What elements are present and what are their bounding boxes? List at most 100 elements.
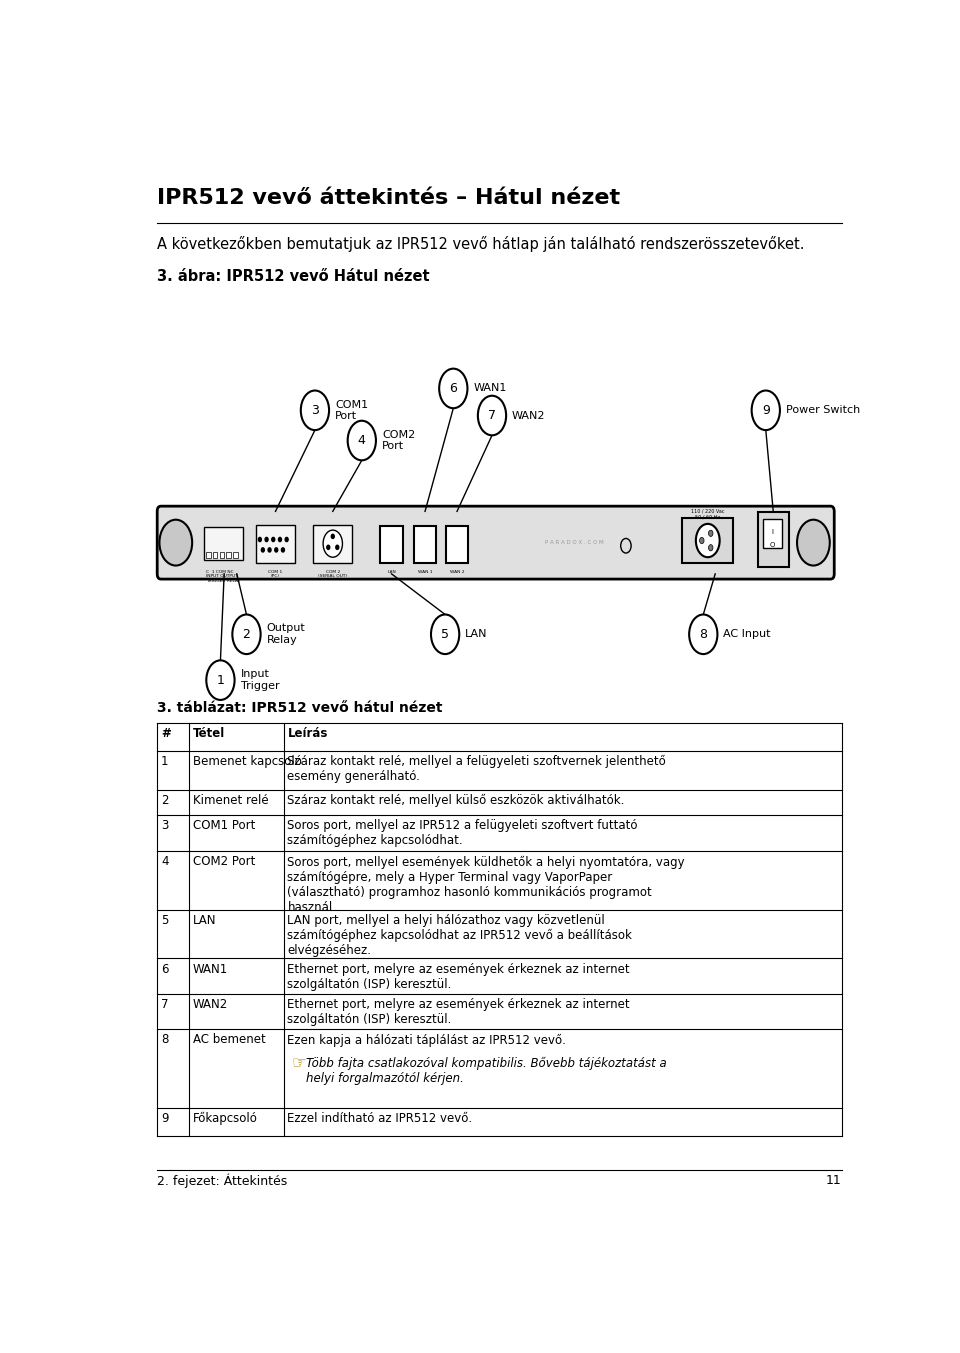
Circle shape: [278, 537, 281, 541]
Circle shape: [324, 530, 343, 557]
Text: COM 2
(SERIAL OUT): COM 2 (SERIAL OUT): [319, 570, 348, 578]
Text: Száraz kontakt relé, mellyel külső eszközök aktiválhatók.: Száraz kontakt relé, mellyel külső eszkö…: [287, 794, 625, 806]
Bar: [220, 552, 225, 559]
Text: LAN: LAN: [387, 570, 396, 574]
Circle shape: [696, 524, 720, 557]
Circle shape: [261, 548, 264, 552]
Text: Ezzel indítható az IPR512 vevő.: Ezzel indítható az IPR512 vevő.: [287, 1112, 472, 1126]
Circle shape: [285, 537, 288, 541]
Circle shape: [232, 614, 260, 653]
Circle shape: [478, 395, 506, 436]
Circle shape: [348, 421, 376, 460]
Text: 2. fejezet: Áttekintés: 2. fejezet: Áttekintés: [157, 1174, 287, 1188]
Text: #: #: [161, 727, 171, 740]
Circle shape: [700, 537, 704, 544]
Circle shape: [708, 545, 713, 551]
Text: 3: 3: [161, 819, 168, 832]
Circle shape: [300, 391, 329, 430]
Circle shape: [268, 548, 271, 552]
Bar: [256, 525, 295, 563]
Text: Output
Relay: Output Relay: [267, 624, 305, 645]
Bar: [213, 552, 218, 559]
Text: 6: 6: [161, 962, 168, 976]
Text: O: O: [770, 541, 775, 548]
Text: Ethernet port, melyre az események érkeznek az internet
szolgáltatón (ISP) keres: Ethernet port, melyre az események érkez…: [287, 962, 630, 990]
Text: 1: 1: [161, 755, 168, 769]
Text: Ezen kapja a hálózati táplálást az IPR512 vevő.: Ezen kapja a hálózati táplálást az IPR51…: [287, 1034, 566, 1047]
Text: I: I: [772, 529, 774, 536]
Text: Leírás: Leírás: [287, 727, 327, 740]
Text: Több fajta csatlakozóval kompatibilis. Bővebb tájékoztatást a
helyi forgalmazótó: Több fajta csatlakozóval kompatibilis. B…: [306, 1057, 667, 1085]
Text: 3: 3: [311, 403, 319, 417]
Text: Ethernet port, melyre az események érkeznek az internet
szolgáltatón (ISP) keres: Ethernet port, melyre az események érkez…: [287, 999, 630, 1026]
Text: WAN2: WAN2: [193, 999, 228, 1011]
Text: Tétel: Tétel: [193, 727, 226, 740]
Text: WAN 2: WAN 2: [450, 570, 465, 574]
Bar: [227, 552, 230, 559]
Bar: [763, 518, 782, 548]
Text: AC bemenet: AC bemenet: [193, 1034, 266, 1046]
Text: 8: 8: [699, 628, 708, 641]
Bar: [414, 526, 436, 563]
Bar: [445, 526, 468, 563]
Text: COM 1
(PC): COM 1 (PC): [269, 570, 282, 578]
Text: 2: 2: [243, 628, 251, 641]
Circle shape: [159, 520, 192, 566]
Text: 9: 9: [762, 403, 770, 417]
Bar: [757, 513, 789, 567]
Text: IPR512 vevő áttekintés – Hátul nézet: IPR512 vevő áttekintés – Hátul nézet: [157, 188, 620, 208]
Text: Száraz kontakt relé, mellyel a felügyeleti szoftvernek jelenthető
esemény generá: Száraz kontakt relé, mellyel a felügyele…: [287, 755, 666, 783]
Circle shape: [689, 614, 717, 653]
Text: 4: 4: [161, 855, 168, 869]
Circle shape: [431, 614, 459, 653]
Circle shape: [708, 530, 713, 536]
FancyBboxPatch shape: [157, 506, 834, 579]
Text: 110 / 220 Vac
50 / 60 Hz: 110 / 220 Vac 50 / 60 Hz: [691, 509, 725, 520]
Text: 7: 7: [488, 409, 496, 422]
Text: Soros port, mellyel események küldhetők a helyi nyomtatóra, vagy
számítógépre, m: Soros port, mellyel események küldhetők …: [287, 855, 685, 913]
Circle shape: [272, 537, 275, 541]
Text: WAN 1: WAN 1: [418, 570, 432, 574]
Circle shape: [275, 548, 277, 552]
Text: Bemenet kapcsoló: Bemenet kapcsoló: [193, 755, 301, 769]
Text: P A R A D O X . C O M: P A R A D O X . C O M: [544, 540, 603, 545]
Text: 2: 2: [161, 794, 168, 806]
Circle shape: [265, 537, 268, 541]
Text: 5: 5: [442, 628, 449, 641]
Text: AC Input: AC Input: [724, 629, 771, 640]
Text: COM1 Port: COM1 Port: [193, 819, 255, 832]
Circle shape: [281, 548, 284, 552]
Text: 7: 7: [161, 999, 168, 1011]
Text: LAN: LAN: [466, 629, 488, 640]
Text: COM1
Port: COM1 Port: [335, 399, 368, 421]
Text: WAN1: WAN1: [473, 383, 507, 394]
Text: WAN1: WAN1: [193, 962, 228, 976]
Text: C  1 COM NC
INPUT OUTPUT
TRIGGER RELAY: C 1 COM NC INPUT OUTPUT TRIGGER RELAY: [206, 570, 241, 583]
Text: 6: 6: [449, 382, 457, 395]
Text: ☞: ☞: [291, 1054, 306, 1073]
Circle shape: [797, 520, 829, 566]
Text: Power Switch: Power Switch: [786, 406, 860, 415]
Text: 1: 1: [217, 674, 225, 686]
Text: 5: 5: [161, 915, 168, 927]
Circle shape: [336, 545, 339, 549]
Bar: [233, 552, 237, 559]
Text: LAN port, mellyel a helyi hálózathoz vagy közvetlenül
számítógéphez kapcsolódhat: LAN port, mellyel a helyi hálózathoz vag…: [287, 915, 633, 958]
Text: 3. ábra: IPR512 vevő Hátul nézet: 3. ábra: IPR512 vevő Hátul nézet: [157, 269, 430, 284]
Text: 3. táblázat: IPR512 vevő hátul nézet: 3. táblázat: IPR512 vevő hátul nézet: [157, 701, 443, 714]
Text: Főkapcsoló: Főkapcsoló: [193, 1112, 258, 1126]
Text: LAN: LAN: [193, 915, 216, 927]
Text: A következőkben bemutatjuk az IPR512 vevő hátlap ján található rendszerösszetevő: A következőkben bemutatjuk az IPR512 vev…: [157, 237, 804, 252]
Text: 8: 8: [161, 1034, 168, 1046]
Text: 11: 11: [826, 1174, 842, 1187]
Text: Kimenet relé: Kimenet relé: [193, 794, 269, 806]
Text: Soros port, mellyel az IPR512 a felügyeleti szoftvert futtató
számítógéphez kapc: Soros port, mellyel az IPR512 a felügyel…: [287, 819, 637, 847]
Circle shape: [439, 368, 468, 409]
Text: COM2
Port: COM2 Port: [382, 430, 415, 452]
Text: 9: 9: [161, 1112, 168, 1126]
Bar: [313, 525, 352, 563]
Bar: [380, 526, 403, 563]
Text: COM2 Port: COM2 Port: [193, 855, 255, 869]
Circle shape: [206, 660, 234, 700]
Circle shape: [752, 391, 780, 430]
